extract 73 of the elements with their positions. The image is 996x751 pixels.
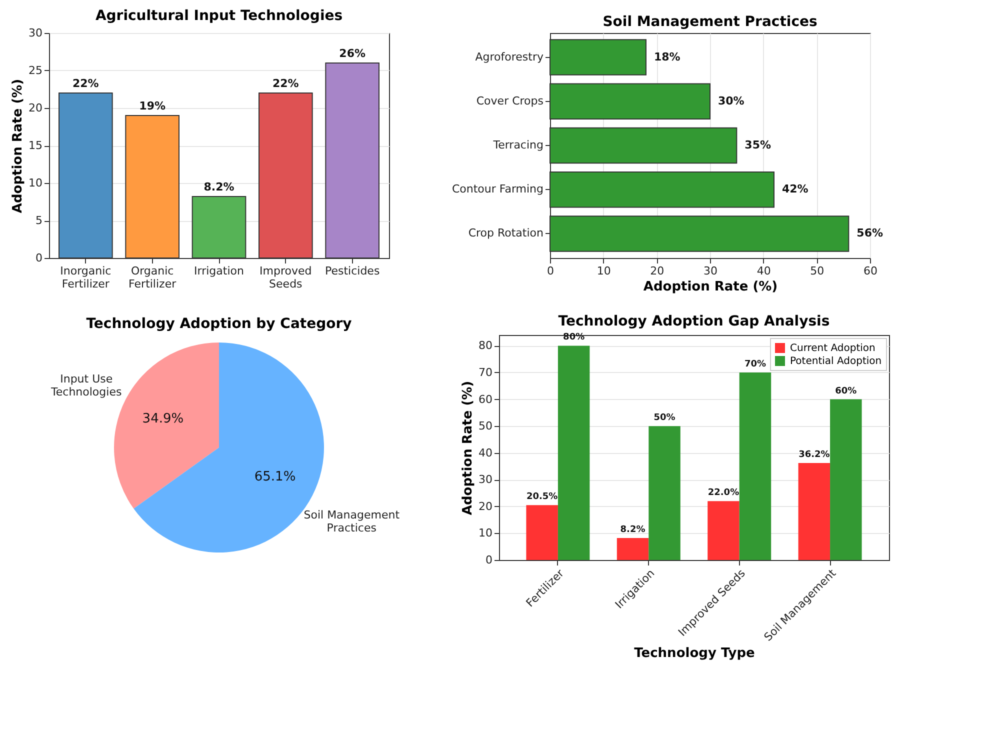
slice-label: Input Use Technologies [50,372,122,398]
y-axis-title: Adoption Rate (%) [10,78,26,214]
x-tick-label: Organic Fertilizer [128,264,177,290]
y-tick-label: 5 [36,214,42,227]
y-tick-label: Contour Farming [452,182,544,196]
data-label: 19% [139,100,166,112]
data-label: 22% [72,77,99,90]
y-tick-label: Cover Crops [476,94,544,108]
y-tick-label: 20 [28,102,42,114]
x-tick-label: 20 [650,264,664,278]
data-label: 65.1% [254,469,296,484]
data-label: 34.9% [142,412,184,427]
x-tick-label: 50 [810,264,824,278]
data-label: 60% [835,386,857,396]
y-tick-label: 40 [478,446,492,460]
chart-title: Technology Adoption by Category [86,316,352,332]
data-label: 70% [744,360,766,370]
chart-title: Technology Adoption Gap Analysis [558,314,830,330]
data-label: 26% [339,47,366,60]
chart-title: Agricultural Input Technologies [95,8,343,24]
x-axis-title: Adoption Rate (%) [643,280,778,294]
y-tick-label: Crop Rotation [468,226,544,240]
data-label: 35% [744,138,772,152]
bar [708,501,740,560]
pie-slice [134,342,324,552]
y-tick-label: Agroforestry [475,50,544,64]
data-label: 20.5% [526,492,558,502]
bar [830,399,862,560]
x-axis-title: Technology Type [634,646,756,662]
bar [648,426,680,560]
x-tick-label: 60 [864,264,878,278]
y-tick-label: 30 [28,26,42,40]
bar [616,538,649,560]
y-tick-label: 10 [478,526,492,540]
legend-label: Current Adoption [790,343,876,354]
bar [558,346,590,560]
y-tick-label: 0 [486,554,492,566]
bar [739,372,772,560]
x-tick-label: 40 [756,264,771,278]
data-label: 8.2% [620,525,646,536]
slice-label: Soil Management Practices [304,508,400,535]
x-tick-label: Irrigation [194,264,244,278]
data-label: 22% [272,77,299,90]
data-label: 56% [856,226,884,240]
y-tick-label: 15 [28,139,42,152]
x-tick-label: 30 [704,264,718,278]
bar [526,505,558,560]
y-tick-label: 20 [478,500,492,513]
x-tick-label: Pesticides [324,264,380,278]
x-tick-label: Improved Seeds [260,264,312,290]
y-tick-label: 25 [28,64,42,77]
bar [798,463,830,560]
data-label: 30% [718,94,744,108]
y-tick-label: 80 [478,339,492,352]
y-tick-label: 10 [28,176,42,190]
x-tick-label: 0 [547,264,554,278]
chart-title: Soil Management Practices [602,14,818,30]
y-tick-label: 70 [478,366,492,379]
y-tick-label: Terracing [492,138,544,152]
y-tick-label: 60 [478,392,492,406]
y-axis-title: Adoption Rate (%) [460,380,476,516]
data-label: 18% [654,50,680,64]
legend-label: Potential Adoption [790,356,882,367]
data-label: 8.2% [204,180,234,194]
data-label: 36.2% [798,450,830,460]
x-tick-label: 10 [596,264,611,278]
data-label: 22.0% [708,488,740,498]
y-tick-label: 50 [478,420,492,433]
y-tick-label: 0 [36,252,42,264]
data-label: 50% [654,413,676,424]
data-label: 42% [782,182,808,196]
y-tick-label: 30 [478,473,492,486]
x-tick-label: Inorganic Fertilizer [60,264,112,290]
